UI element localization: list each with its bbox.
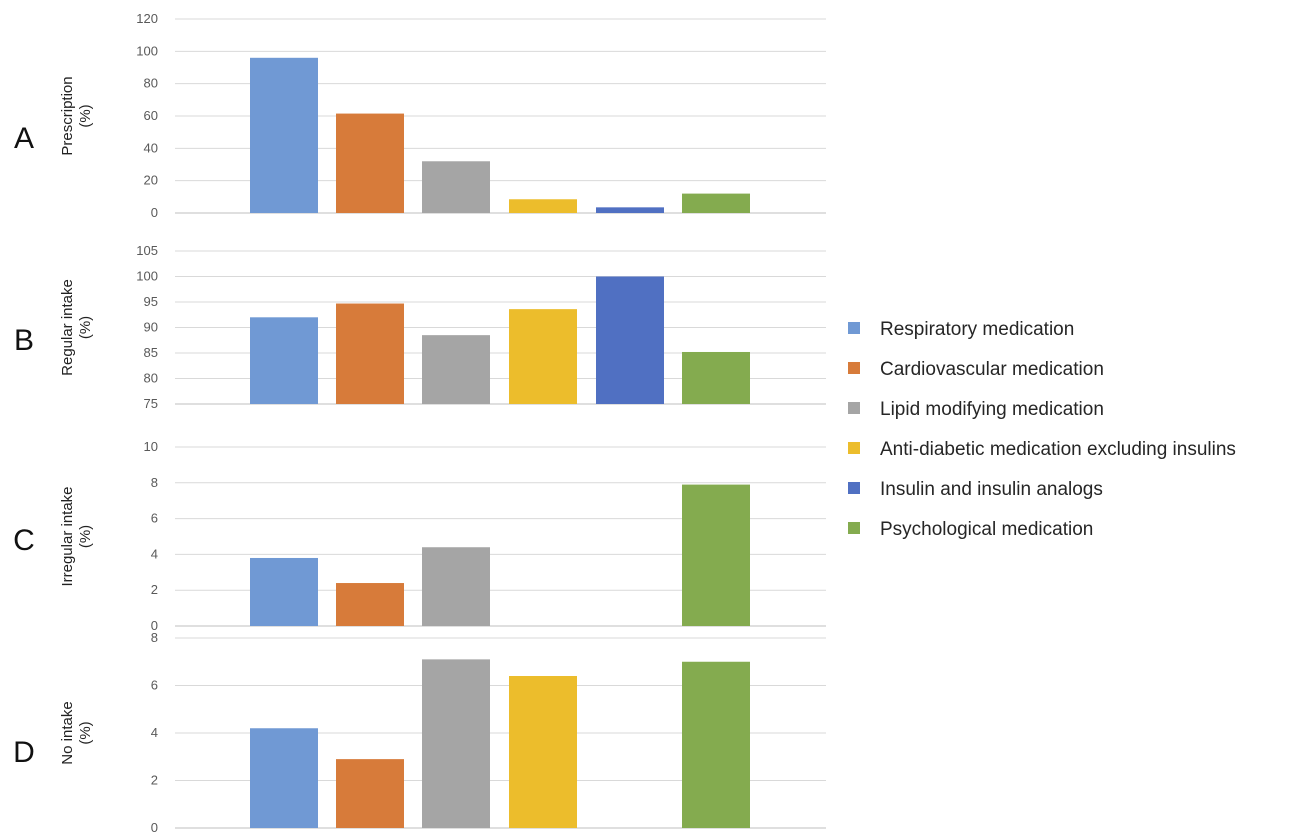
panel-a: 0 20 40 60 80 100 120 Prescription(%) A xyxy=(14,11,826,220)
bar-d-2 xyxy=(336,759,404,828)
bar-a-6 xyxy=(682,194,750,213)
bar-d-3 xyxy=(422,659,490,828)
legend-label: Psychological medication xyxy=(880,519,1093,540)
bar-a-3 xyxy=(422,161,490,213)
legend-label: Anti-diabetic medication excluding insul… xyxy=(880,439,1236,460)
y-tick-label: 80 xyxy=(144,76,158,91)
legend-item: Respiratory medication xyxy=(848,319,1074,340)
panel-letter: A xyxy=(14,122,34,155)
panel-letter: B xyxy=(14,324,34,357)
legend-label: Insulin and insulin analogs xyxy=(880,479,1103,500)
legend-swatch xyxy=(848,482,860,494)
y-tick-label: 4 xyxy=(151,725,158,740)
y-tick-label: 120 xyxy=(136,11,158,26)
bar-b-5 xyxy=(596,277,664,405)
y-tick-label: 100 xyxy=(136,43,158,58)
bar-a-2 xyxy=(336,114,404,213)
y-tick-label: 105 xyxy=(136,243,158,258)
bar-b-1 xyxy=(250,317,318,404)
legend-label: Lipid modifying medication xyxy=(880,399,1104,420)
y-tick-label: 80 xyxy=(144,371,158,386)
y-tick-label: 10 xyxy=(144,439,158,454)
y-tick-label: 2 xyxy=(151,582,158,597)
legend-item: Insulin and insulin analogs xyxy=(848,479,1103,500)
y-tick-label: 95 xyxy=(144,294,158,309)
y-tick-label: 8 xyxy=(151,630,158,645)
panel-letter: D xyxy=(13,736,35,769)
y-tick-label: 8 xyxy=(151,475,158,490)
legend-label: Cardiovascular medication xyxy=(880,359,1104,380)
bar-d-4 xyxy=(509,676,577,828)
panel-letter: C xyxy=(13,524,35,557)
legend-swatch xyxy=(848,322,860,334)
bar-b-2 xyxy=(336,304,404,404)
bar-d-1 xyxy=(250,728,318,828)
panel-d: 0 2 4 6 8 No intake(%) D xyxy=(13,630,826,834)
bar-a-4 xyxy=(509,199,577,213)
legend-swatch xyxy=(848,402,860,414)
bar-a-1 xyxy=(250,58,318,213)
legend-label: Respiratory medication xyxy=(880,319,1074,340)
y-axis-label: No intake(%) xyxy=(59,701,94,764)
bar-c-6 xyxy=(682,485,750,626)
y-tick-label: 75 xyxy=(144,396,158,411)
bar-c-2 xyxy=(336,583,404,626)
bar-c-1 xyxy=(250,558,318,626)
y-tick-label: 90 xyxy=(144,320,158,335)
y-axis-label: Irregular intake(%) xyxy=(59,486,94,586)
legend-swatch xyxy=(848,442,860,454)
bar-c-3 xyxy=(422,547,490,626)
legend: Respiratory medication Cardiovascular med… xyxy=(848,319,1236,540)
y-tick-label: 20 xyxy=(144,173,158,188)
legend-item: Psychological medication xyxy=(848,519,1093,540)
legend-item: Lipid modifying medication xyxy=(848,399,1104,420)
y-tick-label: 100 xyxy=(136,269,158,284)
y-axis-label: Regular intake(%) xyxy=(59,279,94,376)
bar-a-5 xyxy=(596,207,664,213)
legend-swatch xyxy=(848,362,860,374)
bar-b-3 xyxy=(422,335,490,404)
y-tick-label: 0 xyxy=(151,820,158,834)
legend-item: Anti-diabetic medication excluding insul… xyxy=(848,439,1236,460)
bar-b-4 xyxy=(509,309,577,404)
y-tick-label: 2 xyxy=(151,773,158,788)
legend-swatch xyxy=(848,522,860,534)
chart-panels: 020406080100120Prescription(%)A758085909… xyxy=(13,11,826,834)
bar-d-6 xyxy=(682,662,750,828)
panel-b: 75 80 85 90 95 100 105 Regular intake(%) B xyxy=(14,243,826,411)
y-tick-label: 4 xyxy=(151,546,158,561)
y-tick-label: 6 xyxy=(151,678,158,693)
y-tick-label: 0 xyxy=(151,205,158,220)
bar-b-6 xyxy=(682,352,750,404)
y-tick-label: 60 xyxy=(144,108,158,123)
y-tick-label: 85 xyxy=(144,345,158,360)
y-tick-label: 40 xyxy=(144,140,158,155)
y-tick-label: 6 xyxy=(151,511,158,526)
legend-item: Cardiovascular medication xyxy=(848,359,1104,380)
y-axis-label: Prescription(%) xyxy=(59,76,94,155)
